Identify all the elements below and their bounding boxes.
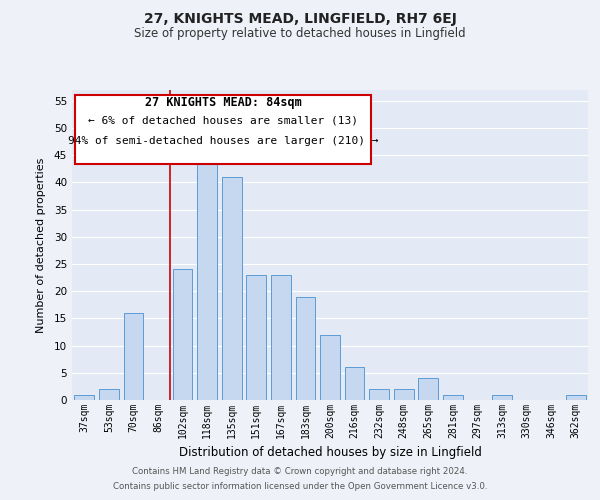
Bar (443, 394, 463, 400)
Bar (418, 378, 438, 400)
Text: 94% of semi-detached houses are larger (210) →: 94% of semi-detached houses are larger (… (68, 136, 378, 146)
Bar (247, 275, 266, 400)
Text: 27 KNIGHTS MEAD: 84sqm: 27 KNIGHTS MEAD: 84sqm (145, 96, 301, 110)
Text: Contains HM Land Registry data © Crown copyright and database right 2024.: Contains HM Land Registry data © Crown c… (132, 467, 468, 476)
X-axis label: Distribution of detached houses by size in Lingfield: Distribution of detached houses by size … (179, 446, 481, 460)
Text: Contains public sector information licensed under the Open Government Licence v3: Contains public sector information licen… (113, 482, 487, 491)
FancyBboxPatch shape (74, 94, 371, 164)
Bar (99, 389, 119, 400)
Bar (320, 334, 340, 400)
Bar (566, 394, 586, 400)
Bar (197, 150, 217, 400)
Bar (173, 270, 193, 400)
Y-axis label: Number of detached properties: Number of detached properties (35, 158, 46, 332)
Bar (124, 313, 143, 400)
Bar (370, 389, 389, 400)
Bar (222, 177, 242, 400)
Text: 27, KNIGHTS MEAD, LINGFIELD, RH7 6EJ: 27, KNIGHTS MEAD, LINGFIELD, RH7 6EJ (143, 12, 457, 26)
Text: Size of property relative to detached houses in Lingfield: Size of property relative to detached ho… (134, 28, 466, 40)
Bar (492, 394, 512, 400)
Bar (74, 394, 94, 400)
Bar (271, 275, 290, 400)
Bar (296, 296, 315, 400)
Bar (345, 368, 364, 400)
Bar (394, 389, 413, 400)
Text: ← 6% of detached houses are smaller (13): ← 6% of detached houses are smaller (13) (88, 115, 358, 125)
